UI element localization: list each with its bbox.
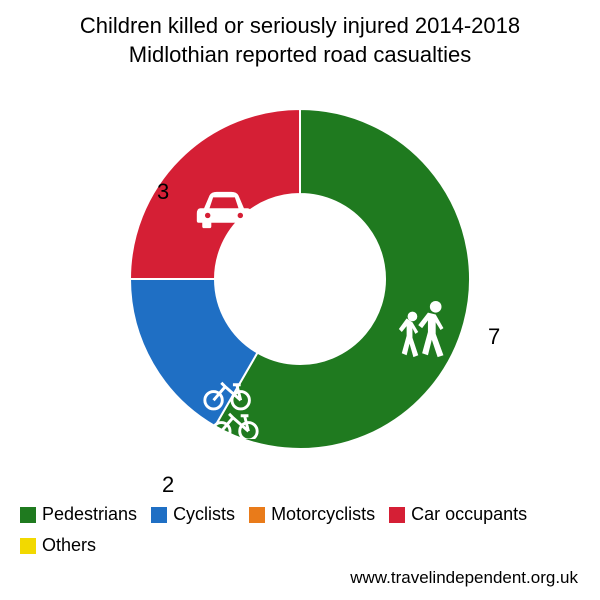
legend-item-others: Others bbox=[20, 535, 96, 556]
legend-label-pedestrians: Pedestrians bbox=[42, 504, 137, 525]
legend-item-motorcyclists: Motorcyclists bbox=[249, 504, 375, 525]
donut-chart-area: 723 bbox=[0, 69, 600, 489]
legend-swatch-motorcyclists bbox=[249, 507, 265, 523]
legend-item-cyclists: Cyclists bbox=[151, 504, 235, 525]
legend-label-car_occupants: Car occupants bbox=[411, 504, 527, 525]
value-label-pedestrians: 7 bbox=[488, 324, 500, 350]
legend-swatch-cyclists bbox=[151, 507, 167, 523]
donut-chart bbox=[120, 99, 480, 459]
legend-swatch-car_occupants bbox=[389, 507, 405, 523]
legend-swatch-others bbox=[20, 538, 36, 554]
legend-swatch-pedestrians bbox=[20, 507, 36, 523]
chart-title: Children killed or seriously injured 201… bbox=[0, 0, 600, 69]
legend-item-car_occupants: Car occupants bbox=[389, 504, 527, 525]
slice-car_occupants bbox=[130, 109, 300, 279]
legend-label-cyclists: Cyclists bbox=[173, 504, 235, 525]
footer-url: www.travelindependent.org.uk bbox=[350, 568, 578, 588]
value-label-car_occupants: 3 bbox=[157, 179, 169, 205]
title-line-2: Midlothian reported road casualties bbox=[129, 42, 471, 67]
legend-item-pedestrians: Pedestrians bbox=[20, 504, 137, 525]
legend: Pedestrians Cyclists Motorcyclists Car occu… bbox=[20, 504, 600, 556]
legend-label-others: Others bbox=[42, 535, 96, 556]
legend-label-motorcyclists: Motorcyclists bbox=[271, 504, 375, 525]
value-label-cyclists: 2 bbox=[162, 472, 174, 498]
title-line-1: Children killed or seriously injured 201… bbox=[80, 13, 520, 38]
